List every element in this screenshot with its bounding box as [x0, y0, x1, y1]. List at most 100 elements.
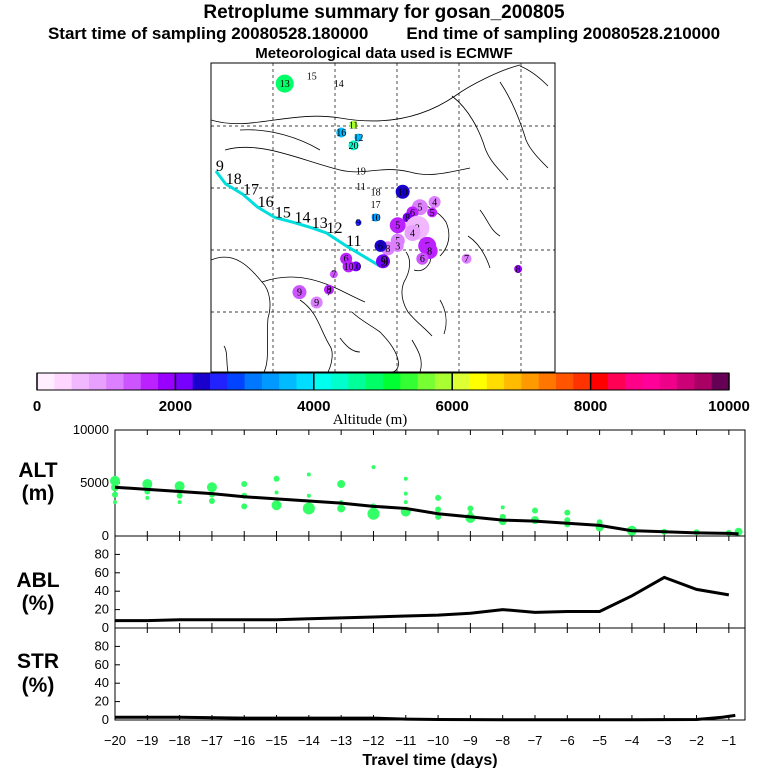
map-marker-label: 11 — [349, 120, 359, 131]
map-marker-dot — [395, 184, 410, 199]
map-marker-label: 7 — [326, 288, 331, 299]
track-day-label: 17 — [243, 181, 259, 198]
colorbar-segment — [106, 373, 124, 390]
end-time-label: End time of sampling 20080528.210000 — [406, 24, 721, 43]
abl-label-line1: ABL — [16, 569, 59, 592]
xtick-label: −18 — [169, 733, 191, 748]
str-panel: 0 20 40 60 80 — [95, 627, 746, 727]
str-ytick-label: 60 — [95, 657, 109, 672]
colorbar-tick-label: 6000 — [436, 398, 469, 415]
map-marker-label: 6 — [420, 254, 425, 265]
alt-ytick-label: 0 — [102, 528, 109, 543]
map-marker-label: 5 — [430, 208, 435, 219]
map-marker-dot — [336, 127, 347, 138]
map-marker-dot — [428, 196, 441, 209]
map-marker-label: 11 — [356, 182, 366, 193]
xtick-label: −5 — [592, 733, 607, 748]
str-label-line2: (%) — [22, 674, 55, 697]
colorbar-segment — [296, 373, 315, 390]
map-marker-label: 20 — [349, 141, 359, 152]
track-day-label: 11 — [346, 233, 361, 250]
alt-scatter-point — [241, 481, 248, 488]
abl-ytick-label: 60 — [95, 565, 109, 580]
colorbar-segment — [192, 373, 211, 390]
colorbar-segment — [71, 373, 90, 390]
colorbar-segment — [694, 373, 713, 390]
colorbar-segment — [261, 373, 280, 390]
xtick-label: −8 — [495, 733, 510, 748]
colorbar-segment — [348, 373, 367, 390]
track-day-label: 9 — [216, 158, 224, 175]
map-marker-dot — [323, 284, 334, 295]
abl-label-line2: (%) — [22, 592, 55, 615]
colorbar-segment — [417, 373, 436, 390]
abl-ytick-label: 40 — [95, 583, 109, 598]
colorbar-segment — [469, 373, 488, 390]
map-marker-label: 9 — [314, 298, 319, 309]
map-marker-label: 14 — [334, 79, 344, 90]
colorbar-tick-label: 8000 — [574, 398, 607, 415]
abl-ytick-label: 80 — [95, 546, 109, 561]
map-marker-label: 10 — [344, 262, 354, 273]
xtick-label: −13 — [330, 733, 352, 748]
alt-scatter-point — [306, 493, 311, 498]
map-marker-label: 4 — [410, 228, 415, 239]
alt-scatter-point — [271, 500, 282, 511]
map-marker-label: 13 — [280, 79, 290, 90]
xtick-label: −16 — [233, 733, 255, 748]
track-day-label: 13 — [312, 215, 328, 232]
alt-scatter-point — [110, 475, 120, 486]
alt-scatter-point — [435, 513, 442, 520]
map-marker-dot — [514, 265, 523, 273]
map-marker-dot — [461, 253, 472, 264]
alt-ytick-label: 5000 — [80, 475, 109, 490]
map-marker-dot — [349, 120, 358, 129]
colorbar-segment — [279, 373, 297, 390]
colorbar-segment — [486, 373, 505, 390]
xtick-label: −9 — [463, 733, 478, 748]
str-ytick-label: 80 — [95, 638, 109, 653]
map-marker-label: 3 — [395, 241, 400, 252]
colorbar-tick-label: 0 — [33, 398, 41, 415]
str-ytick-label: 0 — [102, 712, 109, 727]
map-marker-label: 6 — [410, 208, 415, 219]
map-marker-dot — [292, 285, 307, 300]
colorbar-segment — [210, 373, 228, 390]
xtick-label: −2 — [689, 733, 704, 748]
alt-scatter-point — [337, 504, 346, 513]
map-marker-label: 8 — [427, 246, 432, 257]
trajectory-track — [214, 170, 382, 268]
colorbar-segment — [383, 373, 401, 390]
map-marker-dot — [374, 239, 387, 252]
map-marker-dot — [371, 213, 380, 222]
alt-scatter-point — [174, 481, 185, 492]
alt-ytick-label: 10000 — [73, 422, 109, 437]
xtick-label: −11 — [395, 733, 416, 748]
panel-labels: ALT (m) ABL (%) STR (%) — [16, 459, 59, 697]
alt-scatter-point — [435, 494, 442, 501]
alt-scatter-point — [367, 507, 380, 520]
colorbar-segment — [625, 373, 643, 390]
map-marker-dot — [404, 224, 421, 241]
colorbar-segment — [175, 373, 194, 390]
xtick-label: −19 — [136, 733, 158, 748]
colorbar-segment — [88, 373, 107, 390]
track-day-label: 9 — [381, 253, 389, 270]
met-data-label: Meteorological data used is ECMWF — [255, 45, 513, 62]
map-marker-label: 5 — [395, 221, 400, 232]
colorbar-segment — [521, 373, 540, 390]
str-label-line1: STR — [17, 650, 59, 673]
colorbar-segment — [37, 373, 55, 390]
alt-scatter-point — [302, 502, 315, 515]
alt-scatter-point — [435, 506, 442, 513]
map-marker-label: 10 — [371, 213, 381, 224]
map-marker-label: 17 — [371, 200, 381, 211]
alt-scatter-point — [403, 476, 408, 481]
map-marker-dot — [342, 260, 355, 273]
map-marker-dot — [354, 133, 363, 142]
colorbar: 0 2000 4000 6000 8000 10000 — [33, 372, 750, 415]
map-markers: 1315141116122019111817101095468553478653… — [275, 71, 523, 309]
map-marker-label: 15 — [307, 71, 317, 82]
colorbar-segment — [504, 373, 522, 390]
colorbar-segment — [642, 373, 661, 390]
